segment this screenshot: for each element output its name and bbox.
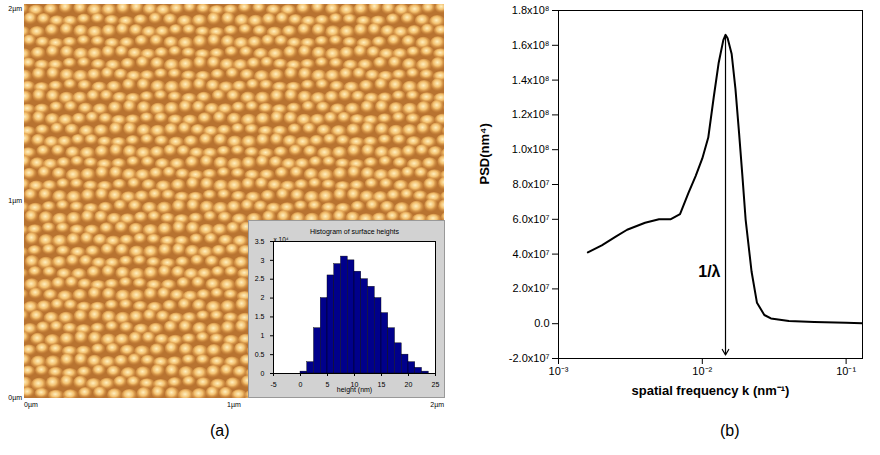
svg-text:1.8x10⁸: 1.8x10⁸ (512, 4, 550, 16)
svg-text:6.0x10⁷: 6.0x10⁷ (512, 213, 549, 225)
svg-text:5: 5 (326, 381, 330, 388)
svg-text:25: 25 (432, 381, 440, 388)
svg-text:20: 20 (405, 381, 413, 388)
svg-text:0: 0 (261, 370, 265, 377)
svg-text:-5: -5 (270, 381, 276, 388)
svg-text:1.6x10⁸: 1.6x10⁸ (512, 39, 550, 51)
svg-text:1.5: 1.5 (255, 313, 265, 320)
svg-text:1.4x10⁸: 1.4x10⁸ (512, 74, 550, 86)
html-text:(a): (a) (210, 422, 230, 439)
svg-text:0µm: 0µm (8, 394, 22, 402)
svg-text:3.5: 3.5 (255, 238, 265, 245)
svg-text:3: 3 (261, 257, 265, 264)
svg-text:0.5: 0.5 (255, 351, 265, 358)
svg-text:2.5: 2.5 (255, 275, 265, 282)
html-text:(b): (b) (720, 422, 740, 439)
svg-text:0.0: 0.0 (534, 317, 549, 329)
svg-text:-2.0x10⁷: -2.0x10⁷ (509, 352, 550, 364)
svg-text:0: 0 (299, 381, 303, 388)
svg-text:4.0x10⁷: 4.0x10⁷ (512, 248, 549, 260)
svg-text:10⁻²: 10⁻² (692, 365, 712, 377)
svg-text:height (nm): height (nm) (337, 386, 372, 394)
svg-text:1.0x10⁸: 1.0x10⁸ (512, 143, 550, 155)
svg-text:8.0x10⁷: 8.0x10⁷ (512, 178, 549, 190)
svg-text:Histogram of surface heights: Histogram of surface heights (310, 228, 400, 236)
svg-text:1µm: 1µm (8, 197, 22, 205)
svg-text:10⁻³: 10⁻³ (549, 365, 569, 377)
svg-text:2.0x10⁷: 2.0x10⁷ (512, 282, 549, 294)
svg-text:spatial frequency k (nm⁻¹): spatial frequency k (nm⁻¹) (632, 383, 790, 398)
svg-text:15: 15 (378, 381, 386, 388)
svg-text:0µm: 0µm (24, 401, 38, 409)
svg-text:1: 1 (261, 332, 265, 339)
svg-text:2: 2 (261, 294, 265, 301)
svg-text:1µm: 1µm (227, 401, 241, 409)
svg-text:x 10⁴: x 10⁴ (274, 236, 289, 243)
svg-text:2µm: 2µm (430, 401, 444, 409)
svg-text:1.2x10⁸: 1.2x10⁸ (512, 108, 550, 120)
svg-text:10⁻¹: 10⁻¹ (836, 365, 856, 377)
svg-text:1/λ: 1/λ (698, 263, 720, 280)
svg-text:PSD(nm⁴): PSD(nm⁴) (477, 123, 492, 184)
svg-text:2µm: 2µm (8, 5, 22, 13)
